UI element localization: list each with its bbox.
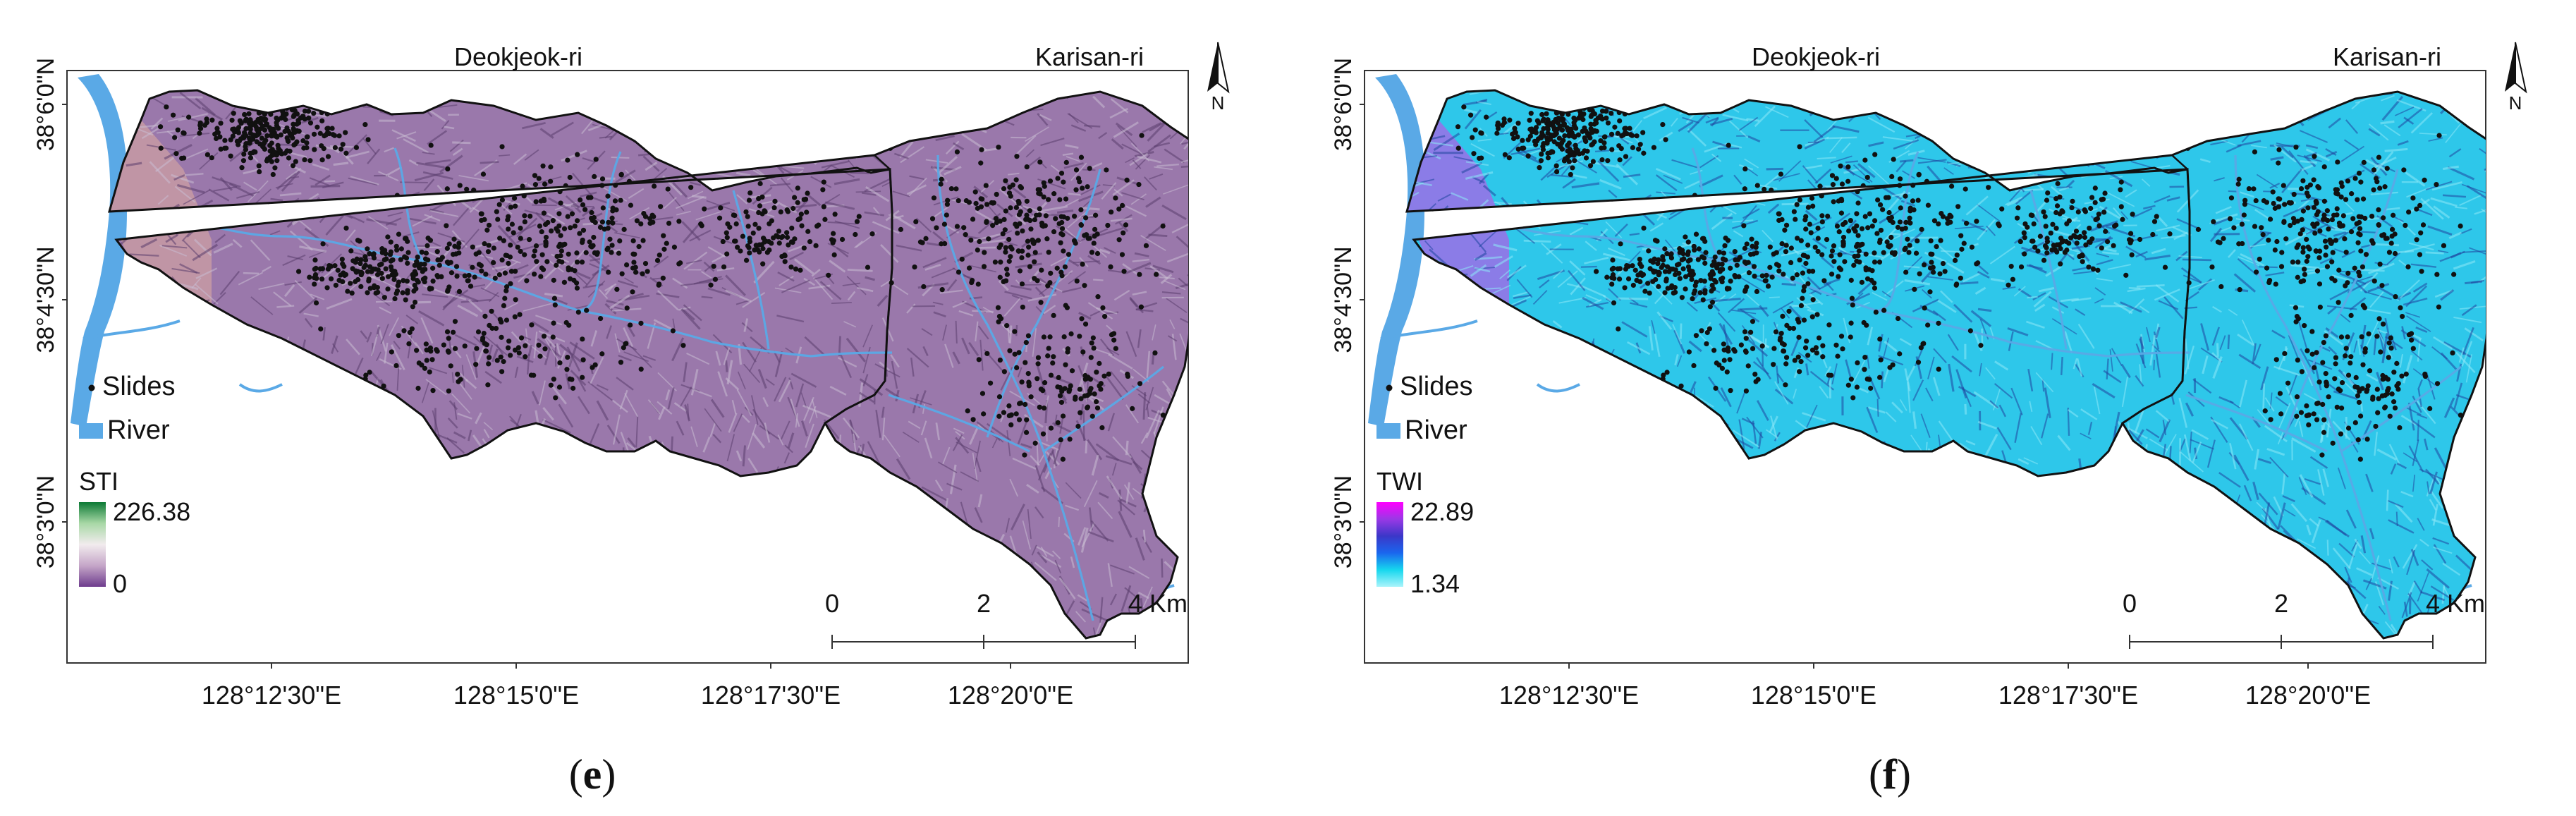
latitude-tick-label: 38°3'0"N bbox=[1330, 475, 1357, 568]
longitude-tick-label: 128°20'0"E bbox=[948, 681, 1073, 710]
legend-slides-label: Slides bbox=[1400, 372, 1473, 401]
scale-label-0: 0 bbox=[2123, 589, 2137, 618]
scale-label-4km: 4 Km bbox=[1128, 589, 1188, 618]
scale-bar: 0 2 4 Km bbox=[825, 589, 1188, 649]
scale-bar: 0 2 4 Km bbox=[2123, 589, 2485, 649]
scale-label-4km: 4 Km bbox=[2426, 589, 2485, 618]
place-label-right: Karisan-ri bbox=[2333, 42, 2441, 71]
latitude-tick-label: 38°3'0"N bbox=[32, 475, 59, 568]
longitude-tick-label: 128°12'30"E bbox=[202, 681, 341, 710]
latitude-tick-label: 38°6'0"N bbox=[1330, 58, 1357, 151]
place-label-left: Deokjeok-ri bbox=[454, 42, 582, 71]
legend-max-value: 226.38 bbox=[113, 497, 190, 526]
scale-label-2: 2 bbox=[2274, 589, 2288, 618]
scale-label-0: 0 bbox=[825, 589, 839, 618]
legend-min-value: 1.34 bbox=[1410, 569, 1460, 598]
river-symbol bbox=[79, 423, 103, 439]
north-arrow-icon: N bbox=[1207, 42, 1228, 114]
panel-caption: (e) bbox=[569, 751, 616, 798]
latitude-tick-label: 38°4'30"N bbox=[1330, 246, 1357, 353]
latitude-tick-label: 38°4'30"N bbox=[32, 246, 59, 353]
color-ramp bbox=[1376, 502, 1403, 587]
north-arrow-icon: N bbox=[2505, 42, 2526, 114]
legend-raster-title: STI bbox=[79, 467, 118, 496]
place-label-right: Karisan-ri bbox=[1035, 42, 1144, 71]
legend-min-value: 0 bbox=[113, 569, 127, 598]
river-symbol bbox=[1376, 423, 1400, 439]
legend-max-value: 22.89 bbox=[1410, 497, 1474, 526]
longitude-tick-label: 128°15'0"E bbox=[1751, 681, 1876, 710]
scale-label-2: 2 bbox=[977, 589, 991, 618]
longitude-tick-label: 128°17'30"E bbox=[1998, 681, 2138, 710]
panel-e: Deokjeok-ri Karisan-ri N Slides River STI226.… bbox=[32, 42, 1237, 798]
longitude-tick-label: 128°17'30"E bbox=[701, 681, 841, 710]
legend-river-label: River bbox=[1405, 415, 1467, 445]
longitude-tick-label: 128°15'0"E bbox=[453, 681, 579, 710]
legend-river-label: River bbox=[107, 415, 170, 445]
legend-slides-label: Slides bbox=[102, 372, 176, 401]
place-label-left: Deokjeok-ri bbox=[1752, 42, 1880, 71]
legend-raster-title: TWI bbox=[1376, 467, 1423, 496]
panel-caption: (f) bbox=[1869, 751, 1911, 798]
slides-symbol bbox=[89, 385, 95, 391]
panel-f: Deokjeok-ri Karisan-ri N Slides River TWI22.8… bbox=[1330, 42, 2535, 798]
slides-symbol bbox=[1386, 385, 1393, 391]
north-label: N bbox=[1211, 92, 1225, 114]
river-branch bbox=[240, 384, 282, 391]
color-ramp bbox=[79, 502, 106, 587]
longitude-tick-label: 128°12'30"E bbox=[1499, 681, 1639, 710]
latitude-tick-label: 38°6'0"N bbox=[32, 58, 59, 151]
river-branch bbox=[1537, 384, 1580, 391]
longitude-tick-label: 128°20'0"E bbox=[2245, 681, 2371, 710]
raster-twi bbox=[1368, 68, 2535, 676]
north-label: N bbox=[2509, 92, 2522, 114]
